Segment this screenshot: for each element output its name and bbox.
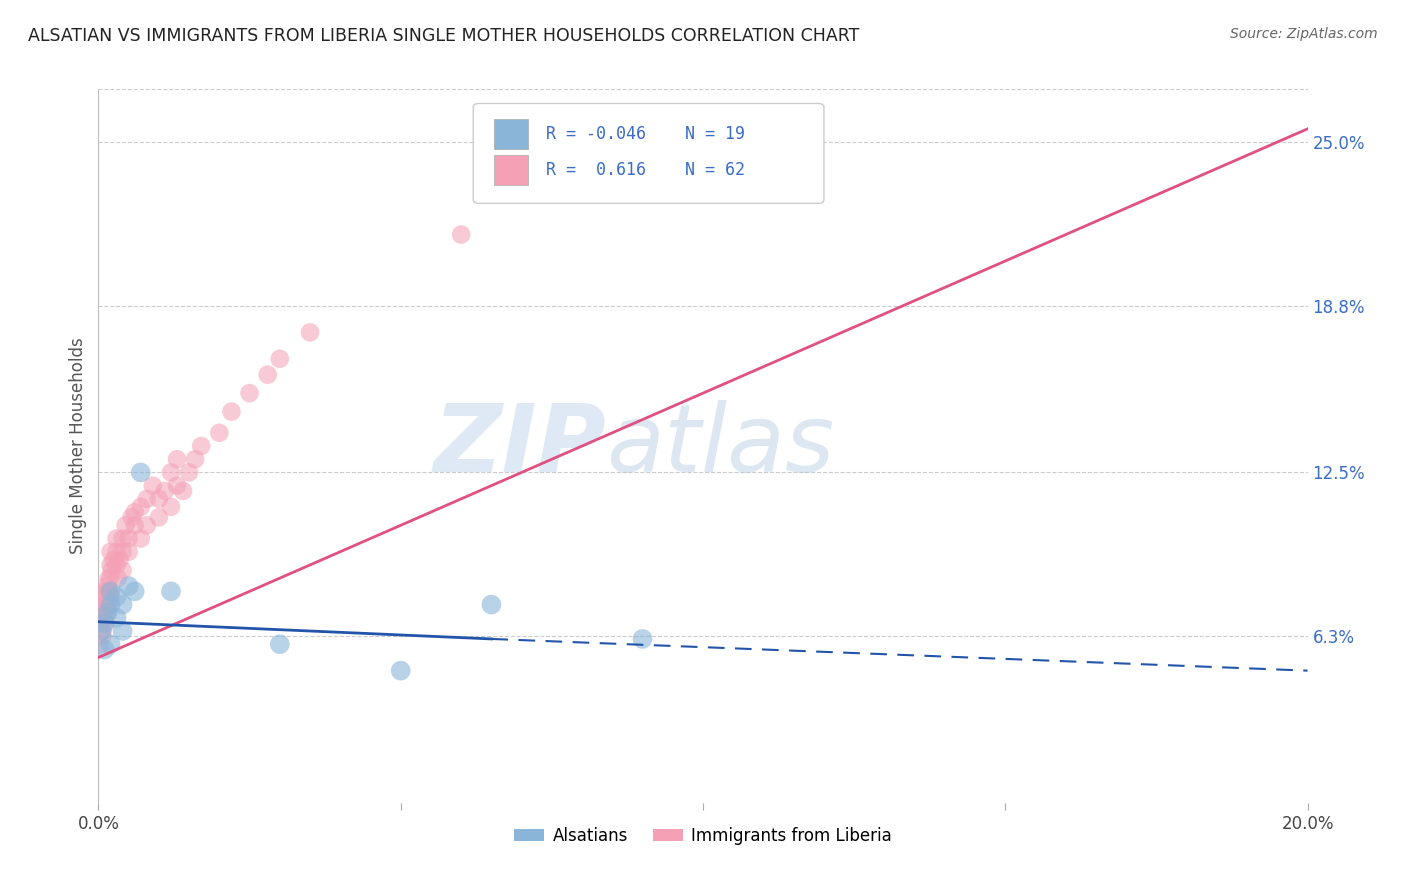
- Point: [129, 500, 152, 514]
- Point: [135, 518, 157, 533]
- Point: [105, 532, 128, 546]
- Point: [103, 552, 125, 566]
- Point: [100, 558, 122, 572]
- Bar: [494, 155, 527, 185]
- Point: [153, 483, 176, 498]
- Point: [160, 500, 183, 514]
- Text: atlas: atlas: [606, 401, 835, 491]
- Point: [93, 611, 115, 625]
- Point: [108, 552, 131, 566]
- Point: [450, 227, 472, 242]
- Point: [111, 563, 134, 577]
- Legend: Alsatians, Immigrants from Liberia: Alsatians, Immigrants from Liberia: [508, 821, 898, 852]
- Point: [105, 545, 128, 559]
- Point: [135, 491, 157, 506]
- Text: R = -0.046: R = -0.046: [546, 125, 645, 143]
- Point: [96, 579, 118, 593]
- Text: N = 19: N = 19: [685, 125, 745, 143]
- Point: [94, 598, 117, 612]
- Point: [121, 510, 143, 524]
- Point: [118, 532, 141, 546]
- Point: [89, 637, 111, 651]
- Bar: [494, 120, 527, 149]
- Point: [111, 624, 134, 638]
- Point: [96, 606, 118, 620]
- Point: [129, 532, 152, 546]
- Point: [94, 616, 117, 631]
- Point: [105, 558, 128, 572]
- Point: [124, 505, 146, 519]
- Point: [389, 664, 412, 678]
- FancyBboxPatch shape: [474, 103, 824, 203]
- Point: [172, 483, 194, 498]
- Point: [90, 606, 112, 620]
- Text: ZIP: ZIP: [433, 400, 606, 492]
- Point: [124, 518, 146, 533]
- Point: [91, 629, 114, 643]
- Point: [111, 598, 134, 612]
- Point: [166, 452, 188, 467]
- Point: [93, 616, 115, 631]
- Point: [481, 598, 503, 612]
- Point: [148, 510, 170, 524]
- Point: [221, 404, 243, 418]
- Point: [269, 351, 291, 366]
- Point: [107, 571, 129, 585]
- Point: [269, 637, 291, 651]
- Point: [111, 532, 134, 546]
- Point: [190, 439, 212, 453]
- Point: [89, 616, 111, 631]
- Point: [93, 598, 115, 612]
- Point: [100, 584, 122, 599]
- Point: [93, 642, 115, 657]
- Point: [160, 584, 183, 599]
- Point: [179, 466, 201, 480]
- Text: N = 62: N = 62: [685, 161, 745, 178]
- Point: [90, 624, 112, 638]
- Point: [208, 425, 231, 440]
- Point: [184, 452, 207, 467]
- Point: [91, 598, 114, 612]
- Point: [100, 637, 122, 651]
- Point: [239, 386, 262, 401]
- Point: [631, 632, 654, 646]
- Point: [105, 590, 128, 604]
- Point: [160, 466, 183, 480]
- Point: [118, 545, 141, 559]
- Point: [142, 478, 165, 492]
- Text: ALSATIAN VS IMMIGRANTS FROM LIBERIA SINGLE MOTHER HOUSEHOLDS CORRELATION CHART: ALSATIAN VS IMMIGRANTS FROM LIBERIA SING…: [28, 27, 859, 45]
- Point: [166, 478, 188, 492]
- Point: [124, 584, 146, 599]
- Point: [91, 624, 114, 638]
- Point: [100, 590, 122, 604]
- Point: [100, 545, 122, 559]
- Point: [105, 611, 128, 625]
- Y-axis label: Single Mother Households: Single Mother Households: [69, 338, 87, 554]
- Point: [98, 584, 121, 599]
- Point: [96, 584, 118, 599]
- Point: [256, 368, 278, 382]
- Point: [100, 563, 122, 577]
- Point: [100, 571, 122, 585]
- Point: [148, 491, 170, 506]
- Point: [100, 598, 122, 612]
- Point: [299, 326, 322, 340]
- Point: [90, 611, 112, 625]
- Point: [111, 545, 134, 559]
- Point: [118, 579, 141, 593]
- Point: [114, 518, 136, 533]
- Point: [129, 466, 152, 480]
- Text: Source: ZipAtlas.com: Source: ZipAtlas.com: [1230, 27, 1378, 41]
- Point: [96, 606, 118, 620]
- Point: [97, 571, 120, 585]
- Point: [97, 598, 120, 612]
- Text: R =  0.616: R = 0.616: [546, 161, 645, 178]
- Point: [96, 590, 118, 604]
- Point: [93, 584, 115, 599]
